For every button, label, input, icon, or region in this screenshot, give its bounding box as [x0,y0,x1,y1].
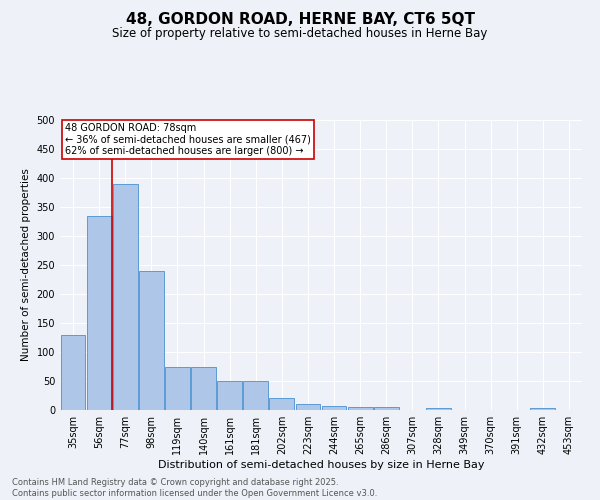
Bar [113,184,137,410]
Bar [191,366,216,410]
Bar [374,407,398,410]
Text: Size of property relative to semi-detached houses in Herne Bay: Size of property relative to semi-detach… [112,28,488,40]
Bar [530,408,555,410]
Bar [61,334,85,410]
Bar [269,398,294,410]
Bar [244,381,268,410]
Bar [217,381,242,410]
Bar [322,406,346,410]
Bar [426,408,451,410]
X-axis label: Distribution of semi-detached houses by size in Herne Bay: Distribution of semi-detached houses by … [158,460,484,470]
Y-axis label: Number of semi-detached properties: Number of semi-detached properties [21,168,31,362]
Bar [165,366,190,410]
Text: Contains HM Land Registry data © Crown copyright and database right 2025.
Contai: Contains HM Land Registry data © Crown c… [12,478,377,498]
Bar [348,407,373,410]
Text: 48 GORDON ROAD: 78sqm
← 36% of semi-detached houses are smaller (467)
62% of sem: 48 GORDON ROAD: 78sqm ← 36% of semi-deta… [65,123,311,156]
Bar [87,216,112,410]
Bar [139,271,164,410]
Bar [296,404,320,410]
Text: 48, GORDON ROAD, HERNE BAY, CT6 5QT: 48, GORDON ROAD, HERNE BAY, CT6 5QT [125,12,475,28]
